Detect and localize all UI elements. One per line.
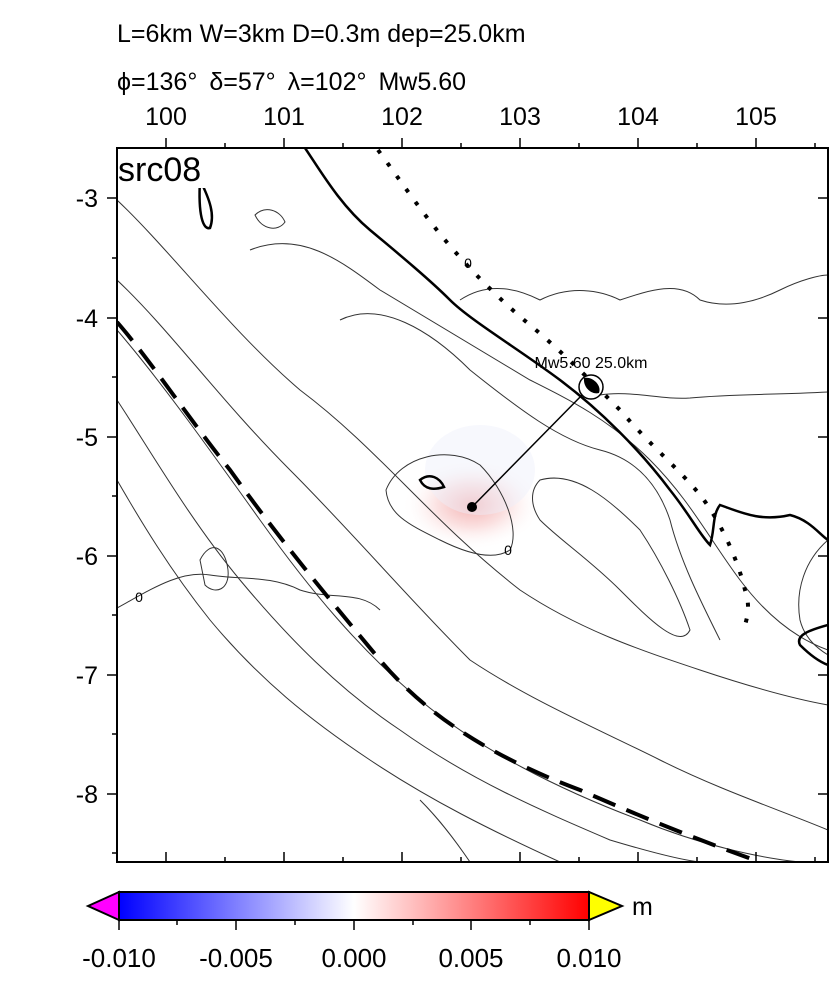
panel-label: src08 bbox=[118, 151, 201, 189]
subsidence-area bbox=[425, 425, 535, 515]
coastline bbox=[198, 148, 828, 667]
magnitude-value: Mw5.60 bbox=[378, 68, 466, 96]
source-connector-line bbox=[471, 391, 586, 508]
lon-tick-label: 102 bbox=[381, 103, 423, 131]
displacement-contours bbox=[117, 199, 828, 862]
colorbar: m -0.010 -0.005 0.000 0.005 0.010 bbox=[82, 890, 653, 973]
colorbar-tick-label: 0.010 bbox=[556, 943, 621, 973]
strike-value: =136° bbox=[131, 68, 197, 96]
map-area: 0 0 0 Mw5.60 25.0km src08 bbox=[117, 148, 828, 862]
lon-tick-label: 104 bbox=[617, 103, 659, 131]
focal-mechanism: Mw5.60 25.0km bbox=[535, 355, 648, 400]
lat-tick-label: -8 bbox=[76, 781, 98, 809]
rake-symbol: λ bbox=[288, 68, 301, 96]
lat-tick-label: -5 bbox=[76, 424, 98, 452]
colorbar-gradient bbox=[118, 891, 590, 921]
lat-tick-label: -7 bbox=[76, 662, 98, 690]
lon-tick-label: 105 bbox=[735, 103, 777, 131]
longitude-axis: 100 101 102 103 104 105 bbox=[145, 103, 777, 131]
dip-symbol: δ bbox=[209, 68, 223, 96]
header-mechanism: ϕ=136° δ=57° λ=102° Mw5.60 bbox=[117, 68, 466, 96]
colorbar-overflow-triangle bbox=[588, 890, 625, 922]
colorbar-tick-label: -0.010 bbox=[82, 943, 156, 973]
lon-tick-label: 103 bbox=[499, 103, 541, 131]
epicenter-marker bbox=[467, 502, 477, 512]
lon-tick-label: 100 bbox=[145, 103, 187, 131]
colorbar-unit: m bbox=[632, 893, 653, 921]
header-source-parameters: L=6km W=3km D=0.3m dep=25.0km bbox=[117, 20, 526, 48]
contour-label: 0 bbox=[464, 255, 472, 271]
colorbar-tick-label: 0.000 bbox=[321, 943, 386, 973]
trench-line bbox=[117, 320, 761, 862]
contour-label: 0 bbox=[135, 589, 143, 605]
latitude-axis: -3 -4 -5 -6 -7 -8 bbox=[76, 185, 98, 809]
colorbar-tick-label: -0.005 bbox=[199, 943, 273, 973]
colorbar-tick-label: 0.005 bbox=[438, 943, 503, 973]
map-frame bbox=[107, 138, 829, 863]
rake-value: =102° bbox=[300, 68, 366, 96]
fault-line bbox=[376, 148, 750, 626]
lat-tick-label: -6 bbox=[76, 543, 98, 571]
lat-tick-label: -3 bbox=[76, 185, 98, 213]
contour-label: 0 bbox=[504, 542, 512, 558]
lon-tick-label: 101 bbox=[263, 103, 305, 131]
strike-symbol: ϕ bbox=[117, 68, 131, 96]
colorbar-underflow-triangle bbox=[85, 890, 120, 922]
lat-tick-label: -4 bbox=[76, 305, 98, 333]
dip-value: =57° bbox=[223, 68, 275, 96]
focal-mechanism-label: Mw5.60 25.0km bbox=[535, 355, 648, 372]
